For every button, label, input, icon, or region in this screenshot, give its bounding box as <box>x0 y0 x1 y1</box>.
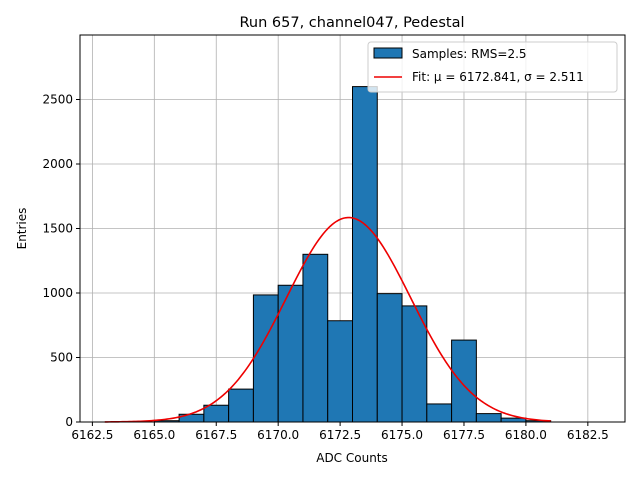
x-tick-label-6: 6177.5 <box>443 428 485 442</box>
legend-samples-label: Samples: RMS=2.5 <box>412 47 527 61</box>
chart-title: Run 657, channel047, Pedestal <box>239 15 464 31</box>
histogram-bar-13 <box>475 413 502 423</box>
histogram-bar-14 <box>500 417 527 423</box>
x-tick-label-7: 6180.0 <box>505 428 547 442</box>
fit-curve <box>104 216 551 423</box>
x-tick-label-0: 6162.5 <box>71 428 113 442</box>
x-tick-label-3: 6170.0 <box>257 428 299 442</box>
histogram-bar-12 <box>451 339 477 423</box>
x-tick-label-8: 6182.5 <box>567 428 609 442</box>
x-axis-label: ADC Counts <box>316 451 388 465</box>
x-tick-label-4: 6172.5 <box>319 428 361 442</box>
histogram-bar-6 <box>302 253 329 423</box>
histogram-bar-3 <box>228 388 254 423</box>
y-tick-label-3: 1500 <box>42 222 73 236</box>
y-tick-label-4: 2000 <box>42 157 73 171</box>
bars-layer <box>153 86 552 423</box>
x-tick-label-5: 6175.0 <box>381 428 423 442</box>
histogram-bar-9 <box>376 293 403 423</box>
y-tick-label-2: 1000 <box>42 286 73 300</box>
y-tick-label-1: 500 <box>50 351 73 365</box>
histogram-bar-10 <box>401 305 428 423</box>
x-tick-label-1: 6165.0 <box>133 428 175 442</box>
histogram-bar-4 <box>252 294 279 423</box>
legend-fit-label: Fit: μ = 6172.841, σ = 2.511 <box>412 70 584 84</box>
legend-samples-swatch <box>373 47 403 59</box>
histogram-bar-7 <box>327 320 353 423</box>
x-tick-label-2: 6167.5 <box>195 428 237 442</box>
y-axis-label: Entries <box>15 208 29 250</box>
y-tick-label-5: 2500 <box>42 93 73 107</box>
legend-box <box>367 41 618 93</box>
histogram-bar-11 <box>426 403 453 423</box>
ticks-layer: 6162.5 6165.0 6167.5 6170.0 6172.5 6175.0 6177… <box>42 93 608 443</box>
legend: Samples: RMS=2.5 Fit: μ = 6172.841, σ = … <box>367 41 618 93</box>
histogram-bar-8 <box>352 86 378 423</box>
histogram-bar-2 <box>203 404 230 423</box>
y-tick-label-0: 0 <box>65 415 73 429</box>
